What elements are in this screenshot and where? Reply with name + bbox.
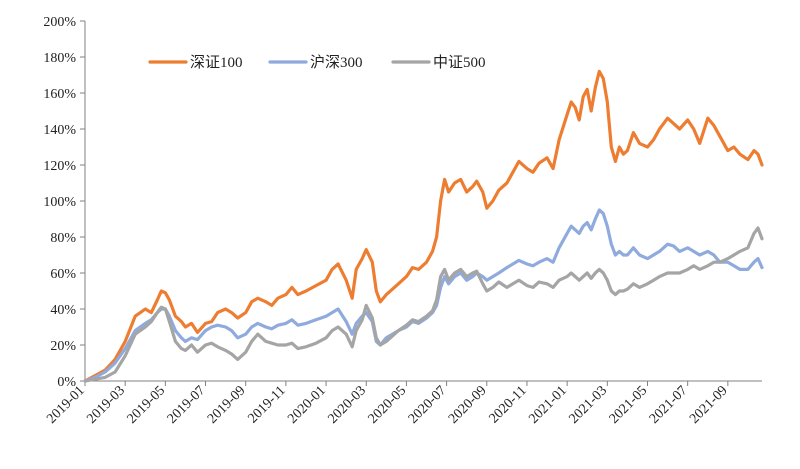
legend-label-2: 中证500: [433, 54, 486, 71]
y-tick-label: 120%: [43, 159, 76, 174]
y-tick-label: 100%: [43, 195, 76, 210]
legend-label-0: 深证100: [190, 54, 243, 71]
x-tick-label: 2020-09: [446, 383, 490, 427]
x-tick-label: 2021-05: [607, 383, 651, 427]
x-tick-label: 2019-05: [125, 383, 169, 427]
x-tick-label: 2021-03: [567, 383, 611, 427]
x-tick-label: 2020-03: [325, 383, 369, 427]
x-tick-label: 2021-07: [647, 383, 691, 427]
x-tick-label: 2020-05: [366, 383, 410, 427]
y-tick-label: 80%: [50, 231, 76, 246]
y-tick-label: 140%: [43, 123, 76, 138]
series-line-1: [83, 208, 764, 383]
y-tick-label: 60%: [50, 267, 76, 282]
x-tick-label: 2019-11: [245, 383, 288, 426]
y-tick-label: 200%: [43, 15, 76, 30]
y-tick-label: 20%: [50, 339, 76, 354]
x-tick-label: 2019-09: [205, 383, 249, 427]
series-lines: [83, 69, 764, 383]
x-tick-label: 2021-01: [526, 383, 570, 427]
x-tick-label: 2021-09: [687, 383, 731, 427]
series-line-0: [83, 69, 764, 383]
axes: 0% 20% 40% 60% 80% 100% 120% 140% 160% 180% 200% 20…: [43, 15, 762, 427]
y-tick-label: 0%: [57, 375, 76, 390]
y-tick-label: 160%: [43, 87, 76, 102]
x-tick-label: 2020-01: [285, 383, 329, 427]
y-tick-label: 40%: [50, 303, 76, 318]
y-tick-label: 180%: [43, 51, 76, 66]
x-tick-label: 2019-07: [165, 383, 209, 427]
x-tick-label: 2019-03: [84, 383, 128, 427]
series-line-2: [83, 226, 764, 383]
x-tick-label: 2020-11: [487, 383, 530, 426]
x-tick-label: 2020-07: [406, 383, 450, 427]
legend-label-1: 沪深300: [310, 54, 363, 71]
legend: 深证100 沪深300 中证500: [148, 54, 486, 71]
